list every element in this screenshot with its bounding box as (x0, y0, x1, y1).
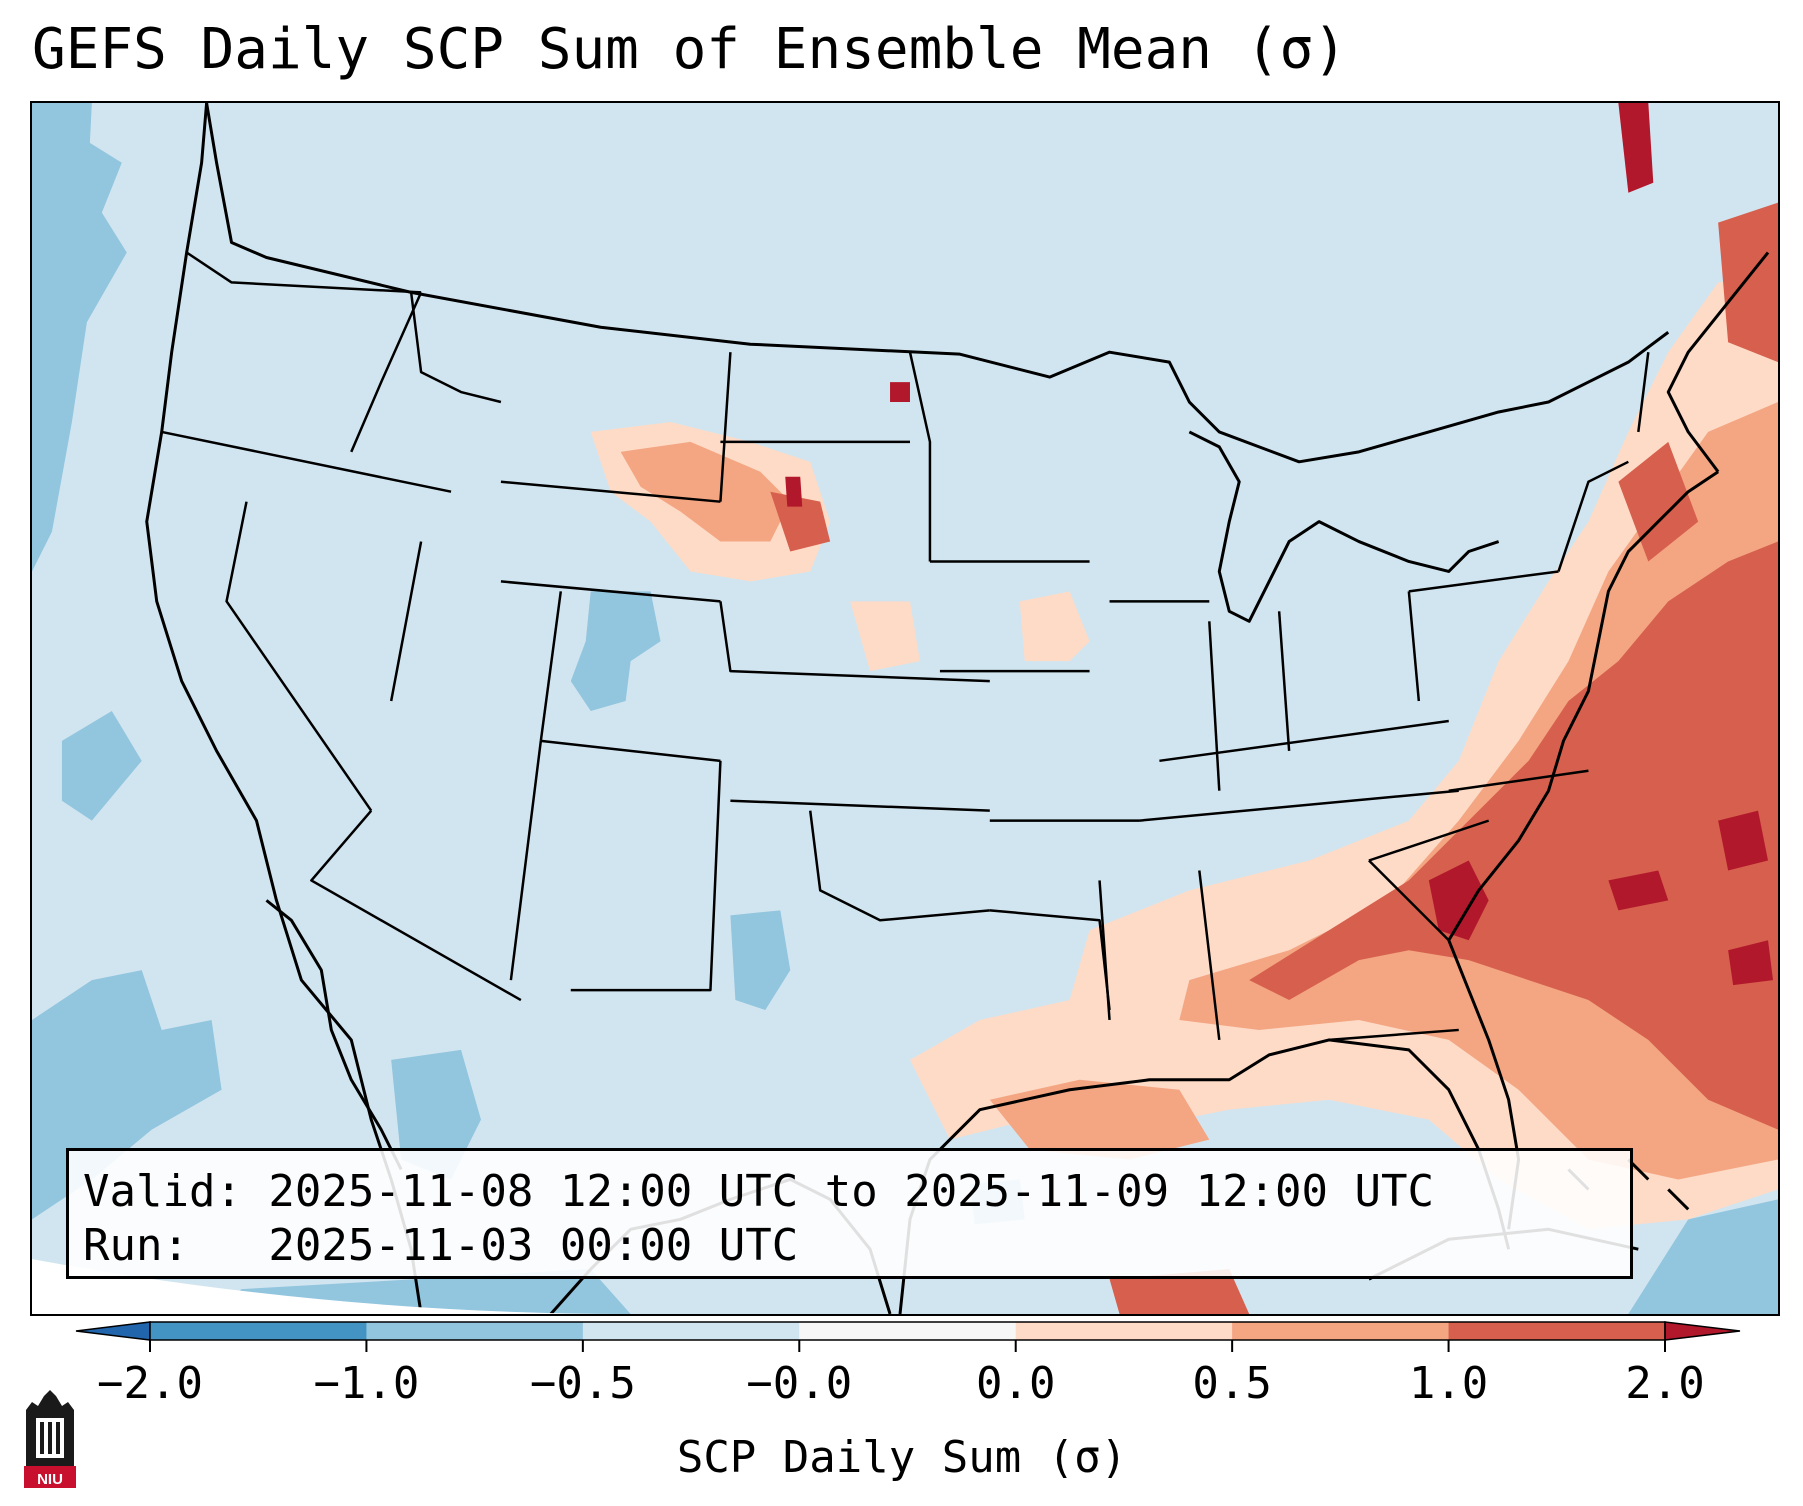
conus-map (32, 103, 1778, 1314)
oh-pa-border (1407, 591, 1421, 702)
ms-al-border (1098, 870, 1221, 1041)
ut-co-border (539, 591, 563, 742)
colorbar-bin (1448, 1322, 1666, 1340)
niu-logo: NIU (24, 1390, 76, 1488)
ne-states-border (1557, 352, 1650, 572)
atlantic-coast (1447, 470, 1719, 942)
atlantic-extreme-3 (1728, 940, 1774, 986)
colorbar-bin (1015, 1322, 1233, 1340)
projection-edge (32, 1259, 631, 1314)
colorbar-extend-high (1664, 1321, 1741, 1341)
colorbar-ticks: −2.0 −1.0 −0.5 −0.0 0.0 0.5 1.0 2.0 (97, 1340, 1705, 1409)
dakotas-extreme-2 (890, 382, 910, 403)
ne-ks-border (719, 601, 990, 683)
baja-gulf-negative (391, 1049, 481, 1180)
nv-ut-border (389, 541, 423, 702)
colorbar-bin (799, 1322, 1017, 1340)
nd-mn-border (908, 351, 932, 562)
ky-border (1159, 719, 1449, 763)
baja-peninsula (265, 899, 403, 1171)
new-england-coast (1666, 251, 1770, 473)
colorbar-extend-low (75, 1321, 151, 1341)
co-nm-border (540, 739, 721, 763)
gulf-coast-medium (989, 1079, 1210, 1160)
colorbar-tick-label: −0.5 (530, 1358, 636, 1409)
carolinas-extreme (1428, 860, 1489, 941)
tn-border (1139, 789, 1459, 822)
nebraska-light (850, 601, 920, 672)
az-nm-border (509, 740, 543, 981)
pacific-offshore-negative (61, 710, 142, 821)
colorbar-tick-label: 0.5 (1192, 1358, 1271, 1409)
colorbar-bin (366, 1322, 584, 1340)
or-ca-border (161, 430, 452, 493)
colorbar-tick-label: 1.0 (1409, 1358, 1488, 1409)
ga-fl-border (1328, 1028, 1459, 1042)
pa-ny-border (1408, 570, 1559, 593)
dakotas-strong (770, 491, 831, 552)
ks-ok-border (730, 799, 990, 812)
new-england-strong (1618, 441, 1699, 562)
atlantic-extreme-2 (1608, 870, 1669, 911)
dakotas-border (719, 352, 910, 502)
il-in-border (1208, 621, 1221, 791)
state-borders (161, 251, 1650, 1042)
logo-text: NIU (37, 1471, 63, 1488)
colorbar-outline (149, 1321, 1666, 1341)
colorbar-tick-label: 0.0 (976, 1358, 1055, 1409)
colorbar-bin (1232, 1322, 1450, 1340)
id-mt-border (409, 292, 502, 404)
ok-tx-border (808, 810, 990, 922)
caribbean-strong (1109, 1269, 1250, 1314)
logo-shield (24, 1466, 76, 1488)
or-id-border (350, 291, 423, 453)
dakotas-extreme-1 (785, 476, 803, 507)
colorbar-label: SCP Daily Sum (σ) (677, 1432, 1127, 1483)
colorbar-bin (150, 1322, 367, 1340)
wy-co-border (500, 580, 721, 603)
dakotas-medium (620, 441, 791, 542)
atlantic-extreme-1 (1718, 810, 1769, 871)
colorbar-tick-label: −2.0 (97, 1358, 203, 1409)
colorbar-bin (582, 1322, 800, 1340)
va-nc-border (1448, 769, 1589, 792)
caribbean-negative (1628, 1199, 1778, 1314)
colorbar-bins (75, 1321, 1741, 1341)
iowa-light (1019, 591, 1090, 662)
mt-wy-border (500, 480, 721, 503)
run-time-line: Run: 2025-11-03 00:00 UTC (83, 1220, 799, 1271)
gulf-stream-extreme (1618, 103, 1654, 193)
west-texas-negative (730, 910, 791, 1011)
ca-nv-border (225, 501, 373, 812)
chart-title: GEFS Daily SCP Sum of Ensemble Mean (σ) (32, 17, 1347, 82)
great-lakes (1188, 430, 1500, 623)
colorbar: −2.0 −1.0 −0.5 −0.0 0.0 0.5 1.0 2.0 SCP Daily S… (75, 1321, 1741, 1483)
colorado-negative (570, 591, 661, 711)
us-canada-border (205, 103, 1670, 464)
canada-maritime-strong (1718, 202, 1778, 363)
validity-info-box: Valid: 2025-11-08 12:00 UTC to 2025-11-0… (66, 1148, 1633, 1279)
southeast-strong (1249, 541, 1778, 1130)
valid-time-line: Valid: 2025-11-08 12:00 UTC to 2025-11-0… (83, 1166, 1435, 1217)
in-oh-border (1277, 611, 1291, 751)
pacific-nw-negative (32, 103, 127, 572)
colorbar-tick-label: −0.0 (746, 1358, 852, 1409)
colorbar-tick-label: 2.0 (1625, 1358, 1704, 1409)
colorbar-tick-label: −1.0 (313, 1358, 419, 1409)
pacific-coast (145, 103, 423, 1314)
nm-tx-border (570, 760, 722, 992)
ga-sc-border (1368, 859, 1450, 942)
sc-nc-border (1368, 819, 1490, 862)
wa-or-border (185, 251, 422, 294)
map-panel (30, 101, 1780, 1316)
ca-az-border (310, 809, 522, 1002)
